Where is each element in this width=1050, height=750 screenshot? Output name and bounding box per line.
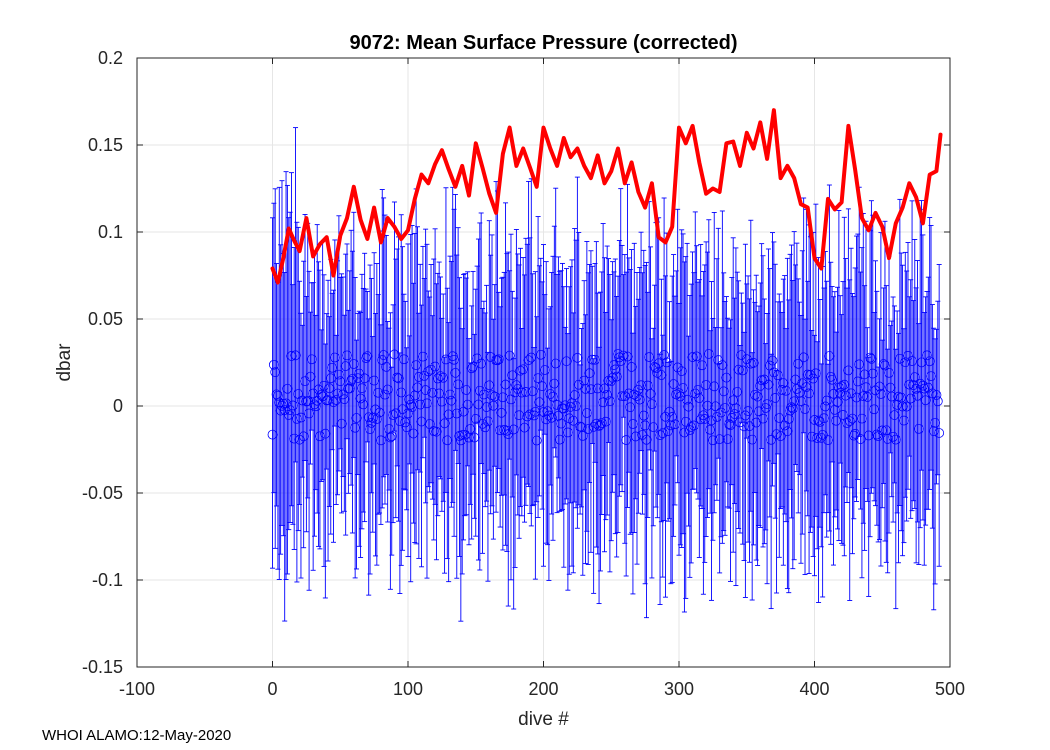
x-axis-label: dive # bbox=[518, 709, 569, 730]
x-tick-label: 400 bbox=[799, 679, 829, 699]
error-bar-point bbox=[720, 301, 730, 536]
y-tick-label: 0.1 bbox=[98, 222, 123, 242]
error-bar-point bbox=[340, 253, 351, 536]
error-bar-point bbox=[934, 264, 945, 567]
error-bar-point bbox=[361, 288, 371, 463]
error-bar-point bbox=[366, 277, 377, 494]
data-point-marker bbox=[934, 428, 945, 438]
error-bar-point bbox=[905, 279, 916, 519]
error-bar-point bbox=[913, 323, 924, 565]
error-bar-point bbox=[294, 280, 305, 505]
error-bar-point bbox=[660, 275, 671, 598]
error-bar-point bbox=[636, 231, 646, 452]
running-mean-series bbox=[270, 108, 943, 285]
error-bar-point bbox=[748, 289, 759, 546]
error-bar-point bbox=[909, 239, 920, 509]
error-bar-point bbox=[380, 214, 390, 505]
y-tick-label: 0.15 bbox=[88, 135, 123, 155]
error-bar-point bbox=[599, 257, 610, 553]
error-bar-point bbox=[767, 232, 778, 487]
data-point-marker bbox=[932, 396, 943, 407]
x-tick-label: 0 bbox=[267, 679, 277, 699]
error-bar-point bbox=[657, 334, 668, 578]
data-point-marker bbox=[931, 390, 942, 400]
x-tick-label: 100 bbox=[393, 679, 423, 699]
error-bar-point bbox=[752, 311, 763, 566]
x-tick-label: 200 bbox=[528, 679, 558, 699]
error-bar-point bbox=[674, 302, 684, 556]
error-bar-point bbox=[821, 280, 832, 538]
error-bar-point bbox=[396, 214, 407, 566]
error-bar-point bbox=[449, 208, 459, 537]
error-bar-point bbox=[737, 302, 748, 545]
error-bar-point bbox=[609, 271, 619, 476]
x-tick-label: 300 bbox=[664, 679, 694, 699]
y-tick-label: -0.05 bbox=[82, 483, 123, 503]
x-tick-label: -100 bbox=[119, 679, 155, 699]
data-point-marker bbox=[385, 432, 396, 443]
x-tick-label: 500 bbox=[935, 679, 965, 699]
y-axis-label: dbar bbox=[54, 343, 75, 382]
y-tick-label: -0.15 bbox=[82, 657, 123, 677]
error-bar-point bbox=[744, 298, 755, 563]
error-bar-point bbox=[446, 260, 457, 508]
error-bar-point bbox=[595, 291, 606, 572]
error-bar-point bbox=[825, 261, 836, 545]
y-tick-label: 0 bbox=[113, 396, 123, 416]
data-point-marker bbox=[531, 435, 542, 446]
error-bar-point bbox=[420, 228, 431, 504]
y-tick-labels: -0.15 -0.1 -0.05 0 0.05 0.1 0.15 0.2 bbox=[82, 48, 123, 677]
y-tick-label: 0.05 bbox=[88, 309, 123, 329]
footer-credit: WHOI ALAMO:12-May-2020 bbox=[42, 727, 232, 744]
data-point-marker bbox=[767, 355, 778, 366]
error-bar-point bbox=[611, 296, 622, 558]
error-bar-point bbox=[333, 215, 344, 472]
y-tick-label: 0.2 bbox=[98, 48, 123, 68]
x-tick-labels: -100 0 100 200 300 400 500 bbox=[119, 679, 965, 699]
running-mean-line bbox=[270, 108, 943, 285]
error-bar-point bbox=[385, 312, 396, 590]
error-bar-point bbox=[701, 241, 711, 537]
error-bar-point bbox=[289, 247, 300, 550]
error-bar-point bbox=[530, 271, 541, 580]
error-bar-point bbox=[912, 260, 923, 523]
error-bar-point bbox=[283, 217, 294, 531]
tick-marks bbox=[136, 57, 951, 668]
data-point-marker bbox=[504, 350, 515, 361]
error-bar-point bbox=[775, 301, 786, 510]
error-bar-point bbox=[663, 362, 674, 522]
error-bar-point bbox=[659, 197, 669, 521]
error-bar-point bbox=[538, 244, 549, 567]
error-bar-series bbox=[267, 127, 945, 622]
error-bar-point bbox=[339, 314, 350, 512]
error-bar-point bbox=[480, 312, 491, 508]
error-bar-point bbox=[588, 358, 599, 594]
error-bar-point bbox=[866, 200, 877, 494]
error-bar-point bbox=[523, 180, 534, 488]
y-tick-label: -0.1 bbox=[92, 570, 123, 590]
chart-title: 9072: Mean Surface Pressure (corrected) bbox=[350, 32, 738, 54]
error-bar-point bbox=[546, 272, 557, 515]
error-bar-point bbox=[637, 272, 648, 515]
error-bar-point bbox=[583, 272, 594, 565]
data-point-marker bbox=[659, 350, 669, 360]
error-bar-point bbox=[617, 244, 627, 493]
